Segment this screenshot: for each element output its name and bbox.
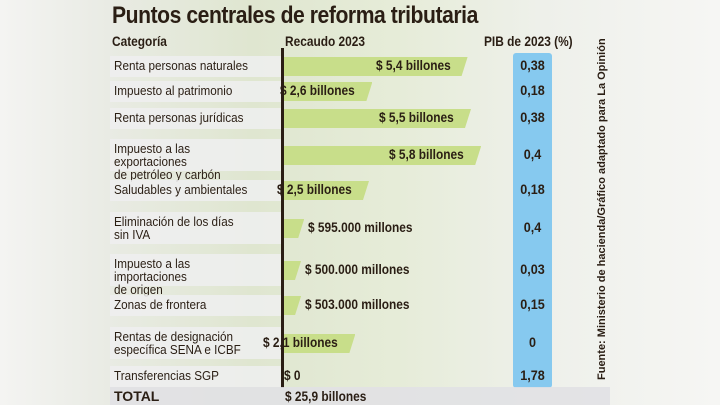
category-label: Saludables y ambientales — [110, 179, 282, 201]
category-text: Eliminación de los días sin IVA — [114, 214, 234, 242]
revenue-label: $ 2,5 billones — [277, 181, 352, 197]
category-label: Zonas de frontera — [110, 294, 282, 316]
revenue-bar — [284, 296, 301, 315]
category-text: Impuesto a las importaciones de origen — [114, 256, 191, 297]
revenue-bar — [284, 219, 304, 238]
header-revenue: Recaudo 2023 — [285, 33, 366, 49]
category-text: Impuesto al patrimonio — [114, 82, 233, 98]
pib-column — [513, 53, 552, 388]
category-label: Impuesto al patrimonio — [110, 80, 282, 102]
revenue-label: $ 5,4 billones — [375, 57, 451, 73]
revenue-label: $ 0 — [284, 367, 301, 383]
pib-value: 0,18 — [520, 82, 545, 98]
category-label: Eliminación de los días sin IVA — [110, 212, 282, 244]
category-text: Zonas de frontera — [114, 296, 207, 312]
revenue-label: $ 2,1 billones — [263, 334, 339, 350]
total-row: TOTAL $ 25,9 billones — [110, 387, 610, 405]
category-text: Saludables y ambientales — [114, 181, 248, 197]
category-label: Impuesto a las exportaciones de petróleo… — [110, 139, 282, 181]
pib-value: 0,18 — [520, 181, 545, 197]
revenue-label: $ 5,5 billones — [379, 109, 454, 125]
category-text: Impuesto a las exportaciones de petróleo… — [114, 141, 221, 182]
header-pib: PIB de 2023 (%) — [484, 33, 573, 49]
chart-title: Puntos centrales de reforma tributaria — [112, 2, 478, 29]
category-label: Renta personas jurídicas — [110, 107, 282, 129]
category-text: Renta personas jurídicas — [114, 109, 244, 125]
pib-value: 1,78 — [520, 367, 545, 383]
category-label: Renta personas naturales — [110, 55, 282, 77]
category-text: Renta personas naturales — [114, 57, 248, 73]
revenue-label: $ 500.000 millones — [305, 261, 410, 277]
revenue-bar — [284, 334, 355, 353]
revenue-bar — [284, 109, 471, 128]
pib-value: 0,4 — [523, 219, 542, 235]
pib-value: 0,4 — [523, 146, 542, 162]
pib-value: 0 — [528, 334, 537, 350]
category-label: Rentas de designación específica SENA e … — [110, 327, 282, 359]
total-value: $ 25,9 billones — [285, 388, 367, 404]
category-label: Transferencias SGP — [110, 365, 282, 387]
header-category: Categoría — [112, 33, 167, 49]
total-label: TOTAL — [114, 388, 160, 404]
category-text: Rentas de designación específica SENA e … — [114, 329, 241, 357]
category-label: Impuesto a las importaciones de origen — [110, 254, 282, 296]
source-note: Fuente: Ministerio de hacienda/Gráfico a… — [596, 38, 608, 380]
revenue-bar — [284, 57, 468, 76]
pib-value: 0,15 — [520, 296, 545, 312]
revenue-label: $ 5,8 billones — [389, 146, 464, 162]
pib-value: 0,38 — [520, 109, 545, 125]
revenue-bar — [284, 181, 369, 200]
revenue-label: $ 503.000 millones — [305, 296, 410, 312]
axis-line — [281, 48, 284, 388]
category-text: Transferencias SGP — [114, 367, 219, 383]
pib-value: 0,03 — [520, 261, 545, 277]
revenue-bar — [284, 82, 372, 101]
revenue-bar — [284, 261, 301, 280]
revenue-label: $ 2,6 billones — [280, 82, 356, 98]
revenue-bar — [284, 146, 481, 165]
revenue-label: $ 595.000 millones — [308, 219, 413, 235]
pib-value: 0,38 — [520, 57, 545, 73]
